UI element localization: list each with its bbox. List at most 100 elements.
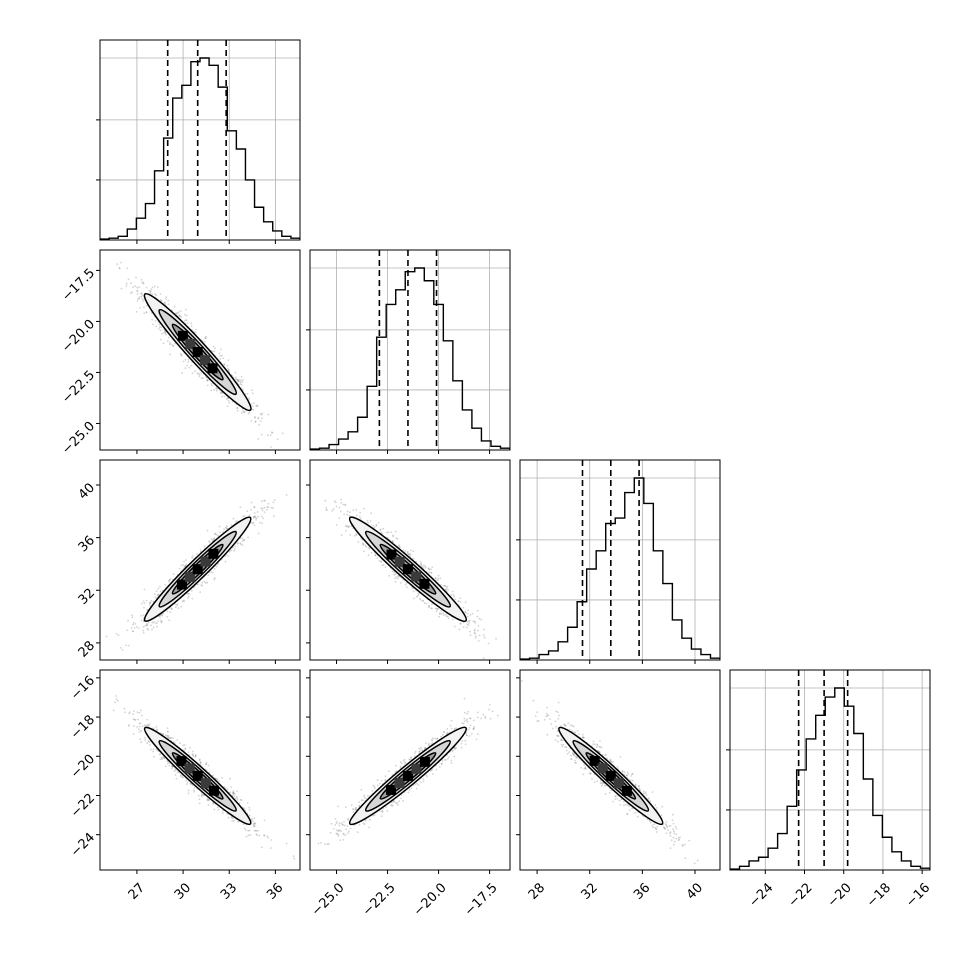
scatter-point	[153, 755, 156, 758]
scatter-point	[335, 505, 338, 508]
scatter-point	[501, 662, 503, 664]
scatter-point	[263, 499, 265, 502]
panel-1-1	[306, 249, 511, 454]
scatter-point	[222, 531, 225, 533]
scatter-point	[190, 325, 193, 328]
scatter-point	[199, 762, 202, 765]
scatter-point	[236, 379, 239, 381]
scatter-point	[225, 526, 228, 529]
scatter-point	[334, 501, 337, 504]
scatter-point	[210, 571, 213, 573]
scatter-point	[142, 281, 145, 284]
scatter-point	[116, 263, 118, 265]
panel-0-0	[96, 39, 301, 244]
scatter-point	[344, 503, 346, 506]
scatter-point	[168, 579, 171, 582]
scatter-point	[200, 372, 203, 374]
scatter-point	[345, 525, 348, 528]
scatter-point	[267, 434, 269, 437]
scatter-point	[437, 574, 440, 577]
scatter-point	[157, 593, 160, 596]
scatter-point	[150, 624, 152, 627]
scatter-point	[340, 498, 342, 501]
scatter-point	[262, 517, 264, 520]
scatter-point	[478, 617, 481, 620]
scatter-point	[243, 539, 245, 541]
scatter-point	[477, 640, 480, 642]
scatter-point	[135, 625, 138, 628]
scatter-point	[427, 605, 430, 607]
scatter-point	[137, 627, 140, 629]
scatter-point	[224, 560, 227, 563]
scatter-point	[444, 613, 447, 616]
scatter-point	[132, 718, 135, 721]
scatter-point	[345, 525, 347, 527]
scatter-point	[182, 564, 185, 566]
scatter-point	[363, 507, 365, 510]
scatter-point	[166, 735, 168, 737]
scatter-point	[469, 634, 472, 636]
scatter-point	[167, 336, 170, 339]
scatter-point	[434, 577, 437, 579]
scatter-point	[134, 623, 137, 625]
scatter-point	[408, 553, 411, 556]
scatter-point	[188, 593, 190, 595]
scatter-point	[145, 599, 148, 602]
scatter-point	[203, 545, 206, 548]
scatter-point	[423, 602, 426, 605]
scatter-point	[388, 574, 391, 577]
density-block	[419, 578, 430, 589]
scatter-point	[183, 600, 185, 603]
scatter-point	[396, 577, 399, 580]
scatter-point	[457, 600, 460, 602]
scatter-point	[127, 278, 130, 281]
scatter-point	[450, 594, 453, 597]
scatter-point	[165, 333, 168, 336]
scatter-point	[146, 627, 149, 630]
scatter-point	[458, 628, 461, 631]
scatter-point	[218, 352, 221, 355]
scatter-point	[471, 612, 474, 615]
panel-frame	[519, 459, 721, 661]
scatter-point	[176, 604, 179, 607]
scatter-point	[185, 559, 187, 561]
scatter-point	[200, 584, 203, 586]
scatter-point	[135, 276, 137, 279]
scatter-point	[253, 416, 256, 418]
scatter-point	[394, 580, 397, 583]
scatter-point	[237, 542, 240, 544]
scatter-point	[217, 808, 220, 811]
scatter-point	[241, 537, 244, 540]
scatter-point	[239, 383, 242, 385]
scatter-point	[267, 506, 270, 508]
scatter-point	[222, 357, 225, 360]
scatter-point	[182, 744, 185, 746]
scatter-point	[164, 301, 166, 304]
scatter-point	[145, 311, 148, 313]
scatter-point	[213, 577, 216, 580]
scatter-point	[250, 501, 253, 504]
scatter-point	[253, 822, 256, 825]
scatter-point	[152, 621, 155, 623]
scatter-point	[191, 555, 194, 557]
scatter-point	[142, 614, 145, 616]
scatter-point	[434, 607, 437, 610]
scatter-point	[430, 571, 433, 574]
scatter-point	[230, 549, 233, 552]
scatter-point	[155, 294, 158, 297]
scatter-point	[187, 358, 190, 361]
scatter-point	[362, 544, 364, 546]
scatter-point	[191, 372, 194, 374]
scatter-point	[204, 337, 207, 340]
scatter-point	[156, 286, 159, 289]
scatter-point	[495, 637, 497, 640]
scatter-point	[234, 548, 236, 550]
scatter-point	[457, 600, 460, 603]
scatter-point	[228, 401, 231, 404]
scatter-point	[251, 392, 254, 395]
scatter-point	[146, 624, 149, 626]
scatter-point	[444, 585, 447, 587]
scatter-point	[393, 571, 396, 574]
scatter-point	[155, 325, 158, 328]
scatter-point	[115, 633, 118, 635]
